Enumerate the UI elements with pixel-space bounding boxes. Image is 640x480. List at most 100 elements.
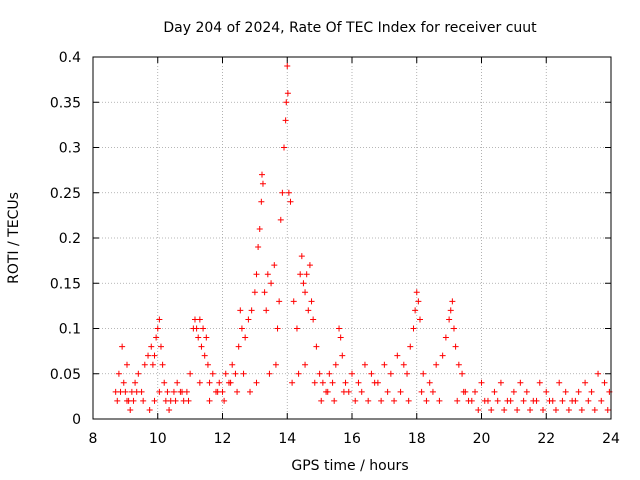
- data-point: [272, 361, 279, 368]
- data-point: [572, 397, 579, 404]
- data-point: [452, 343, 459, 350]
- data-point: [429, 388, 436, 395]
- data-point: [412, 307, 419, 314]
- data-point: [329, 379, 336, 386]
- y-tick-label: 0.15: [50, 276, 81, 292]
- data-point: [416, 316, 423, 323]
- x-tick-label: 14: [278, 431, 296, 447]
- data-point: [149, 361, 156, 368]
- y-axis-title: ROTI / TECUs: [6, 192, 22, 284]
- data-point: [413, 289, 420, 296]
- data-point: [206, 397, 213, 404]
- data-point: [423, 397, 430, 404]
- data-point: [491, 388, 498, 395]
- x-axis-title: GPS time / hours: [291, 458, 408, 474]
- data-point: [384, 388, 391, 395]
- data-point: [454, 397, 461, 404]
- x-tick-label: 10: [149, 431, 167, 447]
- data-point: [472, 388, 479, 395]
- data-point: [585, 397, 592, 404]
- data-point: [316, 370, 323, 377]
- data-point: [141, 361, 148, 368]
- data-point: [556, 379, 563, 386]
- data-point: [240, 370, 247, 377]
- data-point: [365, 397, 372, 404]
- data-point: [170, 388, 177, 395]
- data-points: [112, 63, 613, 413]
- data-point: [266, 370, 273, 377]
- data-point: [206, 379, 213, 386]
- data-point: [578, 406, 585, 413]
- data-point: [433, 361, 440, 368]
- data-point: [179, 388, 186, 395]
- data-point: [501, 406, 508, 413]
- data-point: [481, 397, 488, 404]
- data-point: [255, 244, 262, 251]
- data-point: [342, 379, 349, 386]
- data-point: [268, 280, 275, 287]
- data-point: [187, 370, 194, 377]
- data-point: [527, 406, 534, 413]
- data-point: [415, 298, 422, 305]
- x-tick-label: 8: [89, 431, 98, 447]
- data-point: [209, 370, 216, 377]
- data-point: [450, 325, 457, 332]
- data-point: [604, 406, 611, 413]
- data-point: [540, 406, 547, 413]
- data-point: [123, 361, 130, 368]
- data-point: [302, 361, 309, 368]
- data-point: [290, 298, 297, 305]
- data-point: [598, 397, 605, 404]
- y-tick-label: 0.2: [59, 231, 81, 247]
- data-point: [117, 388, 124, 395]
- data-point: [517, 379, 524, 386]
- data-point: [298, 253, 305, 260]
- data-point: [442, 334, 449, 341]
- data-point: [468, 397, 475, 404]
- data-point: [533, 397, 540, 404]
- data-point: [436, 397, 443, 404]
- data-point: [405, 397, 412, 404]
- data-point: [140, 397, 147, 404]
- data-point: [371, 379, 378, 386]
- data-point: [507, 397, 514, 404]
- data-point: [300, 280, 307, 287]
- data-point: [297, 271, 304, 278]
- data-point: [271, 262, 278, 269]
- data-point: [277, 216, 284, 223]
- data-point: [336, 325, 343, 332]
- data-point: [159, 361, 166, 368]
- data-point: [340, 388, 347, 395]
- data-point: [361, 361, 368, 368]
- data-point: [387, 370, 394, 377]
- data-point: [127, 406, 134, 413]
- data-point: [410, 325, 417, 332]
- data-point: [318, 397, 325, 404]
- data-point: [153, 334, 160, 341]
- data-point: [119, 343, 126, 350]
- data-point: [349, 370, 355, 377]
- data-point: [193, 325, 200, 332]
- data-point: [391, 397, 398, 404]
- data-point: [311, 379, 318, 386]
- data-point: [198, 343, 205, 350]
- chart-title: Day 204 of 2024, Rate Of TEC Index for r…: [163, 20, 537, 36]
- data-point: [282, 117, 289, 124]
- data-point: [404, 370, 411, 377]
- data-point: [289, 379, 296, 386]
- data-point: [259, 180, 266, 187]
- data-point: [355, 379, 362, 386]
- data-point: [455, 361, 462, 368]
- data-point: [523, 388, 530, 395]
- x-tick-label: 12: [214, 431, 232, 447]
- x-tick-label: 22: [537, 431, 555, 447]
- data-point: [514, 406, 521, 413]
- data-point: [285, 189, 292, 196]
- data-point: [196, 379, 203, 386]
- data-point: [258, 198, 265, 205]
- data-point: [132, 379, 139, 386]
- data-point: [253, 271, 260, 278]
- data-point: [156, 316, 163, 323]
- data-point: [174, 379, 181, 386]
- data-point: [148, 343, 155, 350]
